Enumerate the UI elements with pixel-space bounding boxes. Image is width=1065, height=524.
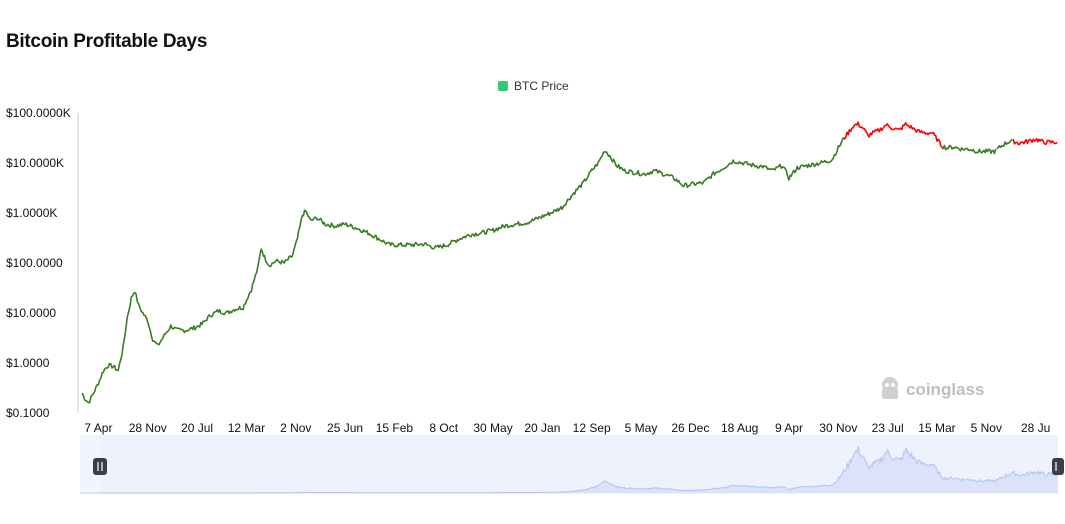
navigator-left-mask (80, 435, 99, 494)
x-tick-label: 5 May (625, 421, 658, 435)
x-tick-label: 25 Jun (327, 421, 363, 435)
x-tick-label: 30 Nov (819, 421, 857, 435)
price-line-segment (842, 121, 943, 149)
x-tick-label: 15 Feb (376, 421, 414, 435)
x-tick-label: 15 Mar (918, 421, 955, 435)
chart-title: Bitcoin Profitable Days (6, 31, 208, 52)
legend-label: BTC Price (514, 79, 569, 93)
y-tick-label: $100.0000K (6, 106, 71, 120)
x-tick-label: 28 Nov (129, 421, 167, 435)
legend-swatch (498, 81, 508, 91)
price-line-segment (941, 144, 997, 155)
coinglass-logo-icon (882, 377, 898, 399)
watermark-text: coinglass (906, 380, 984, 399)
navigator-right-handle[interactable] (1052, 458, 1064, 475)
y-axis: $0.1000 $1.0000 $10.0000 $100.0000 $1.0000K $… (6, 106, 71, 420)
y-tick-label: $10.0000 (6, 306, 56, 320)
price-lines (81, 121, 1058, 404)
x-tick-label: 12 Sep (573, 421, 611, 435)
navigator-left-handle[interactable] (93, 458, 107, 475)
x-tick-label: 12 Mar (228, 421, 265, 435)
x-tick-label: 18 Aug (721, 421, 758, 435)
x-tick-label: 20 Jul (181, 421, 213, 435)
x-tick-label: 7 Apr (84, 421, 112, 435)
navigator[interactable] (80, 435, 1064, 494)
x-tick-label: 23 Jul (872, 421, 904, 435)
x-tick-label: 9 Apr (775, 421, 803, 435)
x-tick-label: 2 Nov (280, 421, 311, 435)
y-tick-label: $100.0000 (6, 256, 63, 270)
navigator-area (80, 446, 1058, 493)
price-line-segment (81, 137, 845, 404)
x-tick-label: 8 Oct (429, 421, 458, 435)
x-axis: 7 Apr 28 Nov 20 Jul 12 Mar 2 Nov 25 Jun 15 Feb… (84, 421, 1050, 435)
x-tick-label: 30 May (473, 421, 512, 435)
price-line-segment (1012, 137, 1058, 146)
x-tick-label: 28 Ju (1021, 421, 1050, 435)
x-tick-label: 20 Jan (524, 421, 560, 435)
x-tick-label: 5 Nov (971, 421, 1002, 435)
coinglass-watermark: coinglass (882, 377, 984, 399)
y-tick-label: $0.1000 (6, 406, 50, 420)
navigator-line (80, 446, 1059, 494)
x-tick-label: 26 Dec (671, 421, 709, 435)
y-tick-label: $1.0000 (6, 356, 50, 370)
y-tick-label: $10.0000K (6, 156, 64, 170)
chart-legend[interactable]: BTC Price (498, 79, 569, 93)
price-line-segment (996, 138, 1013, 150)
y-tick-label: $1.0000K (6, 206, 57, 220)
